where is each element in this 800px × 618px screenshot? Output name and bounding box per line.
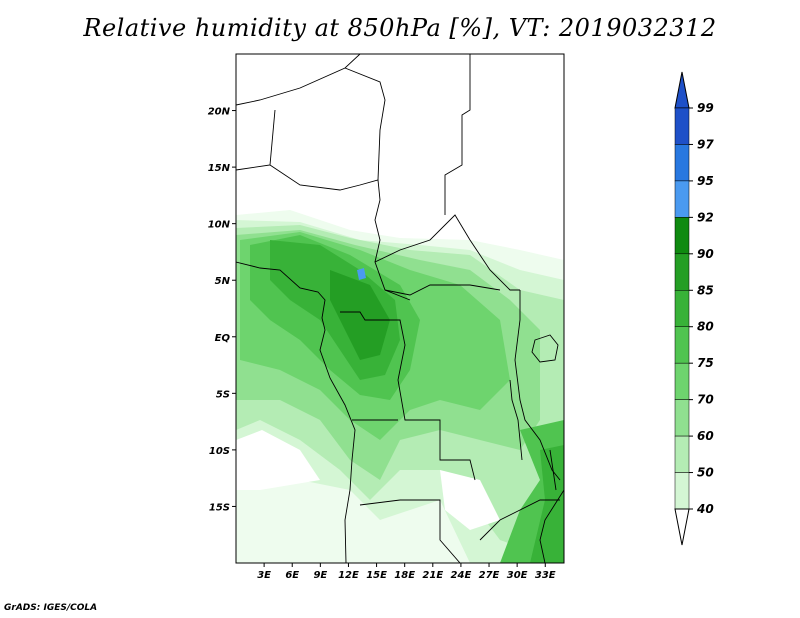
lat-tick-label: 20N <box>208 107 231 118</box>
colorbar-label: 95 <box>697 174 714 188</box>
colorbar-label: 92 <box>697 210 714 224</box>
colorbar-segment <box>674 253 690 291</box>
colorbar-label: 40 <box>696 502 714 516</box>
lon-tick-label: 27E <box>479 570 500 581</box>
colorbar-segment <box>674 326 690 364</box>
colorbar-label: 70 <box>697 393 714 407</box>
lon-tick-label: 18E <box>394 570 415 581</box>
coast-southeast <box>539 489 564 563</box>
border-libya <box>344 67 386 181</box>
lon-tick-label: 24E <box>451 570 472 581</box>
lake-victoria <box>531 334 559 363</box>
lat-tick-label: 5S <box>216 389 230 400</box>
colorbar-segment <box>674 217 690 255</box>
colorbar-segment <box>674 144 690 182</box>
colorbar-label: 90 <box>697 247 714 261</box>
lat-tick-label: 10S <box>209 446 230 457</box>
lon-tick-label: 15E <box>366 570 387 581</box>
humidity-region-90 <box>330 270 390 360</box>
dry-region-southwest <box>236 430 320 490</box>
border-chad-car <box>374 214 520 291</box>
border-angola <box>352 419 461 563</box>
lat-tick-label: 15S <box>209 502 230 513</box>
colorbar-bottom-arrow <box>674 508 690 546</box>
lon-tick-label: 3E <box>257 570 271 581</box>
lat-tick-label: 10N <box>208 220 231 231</box>
border-east <box>514 290 561 481</box>
borders-coastlines <box>236 54 564 563</box>
lat-tick-label: 5N <box>215 276 231 287</box>
colorbar-segment <box>674 472 690 510</box>
map-frame <box>235 53 565 564</box>
dry-region-south <box>440 470 500 530</box>
colorbar-label: 80 <box>697 320 714 334</box>
colorbar-segment <box>674 290 690 327</box>
colorbar-segment <box>674 362 690 400</box>
humidity-field <box>236 210 564 563</box>
colorbar-label: 85 <box>697 283 714 297</box>
lon-tick-label: 6E <box>285 570 299 581</box>
lon-tick-label: 9E <box>313 570 327 581</box>
grads-credit: GrADS: IGES/COLA <box>4 603 98 613</box>
colorbar-top-arrow <box>674 71 690 109</box>
colorbar-label: 50 <box>697 466 714 480</box>
lon-tick-label: 33E <box>535 570 556 581</box>
lon-tick-label: 30E <box>507 570 528 581</box>
colorbar-label: 60 <box>697 429 714 443</box>
humidity-region-97 <box>357 268 366 280</box>
lat-tick-label: 15N <box>208 163 231 174</box>
map-title: Relative humidity at 850hPa [%], VT: 201… <box>83 14 717 42</box>
colorbar-label: 99 <box>697 101 714 115</box>
border-egypt-sudan <box>444 54 471 215</box>
colorbar-segment <box>674 180 690 218</box>
lon-tick-label: 12E <box>338 570 359 581</box>
border-sahel <box>236 109 411 301</box>
colorbar: 99 97 95 92 90 85 80 75 70 60 50 40 <box>674 71 714 546</box>
longitude-axis: 3E 6E 9E 12E 15E 18E 21E 24E 27E 30E 33E <box>257 563 556 581</box>
colorbar-label: 75 <box>697 356 714 370</box>
lon-tick-label: 21E <box>422 570 443 581</box>
border-car-drc <box>384 284 501 296</box>
colorbar-label: 97 <box>697 137 714 151</box>
colorbar-segment <box>674 435 690 473</box>
colorbar-segment <box>674 399 690 437</box>
border-north <box>236 54 361 106</box>
lake-tanganyika <box>509 379 523 461</box>
lake-malawi <box>549 449 557 491</box>
border-southeast <box>479 499 560 541</box>
latitude-axis: 20N 15N 10N 5N EQ 5S 10S 15S <box>208 107 236 513</box>
colorbar-segment <box>674 107 690 145</box>
coastline-west-africa <box>236 261 356 563</box>
lat-tick-label: EQ <box>215 333 231 344</box>
border-drc-west <box>340 311 476 481</box>
